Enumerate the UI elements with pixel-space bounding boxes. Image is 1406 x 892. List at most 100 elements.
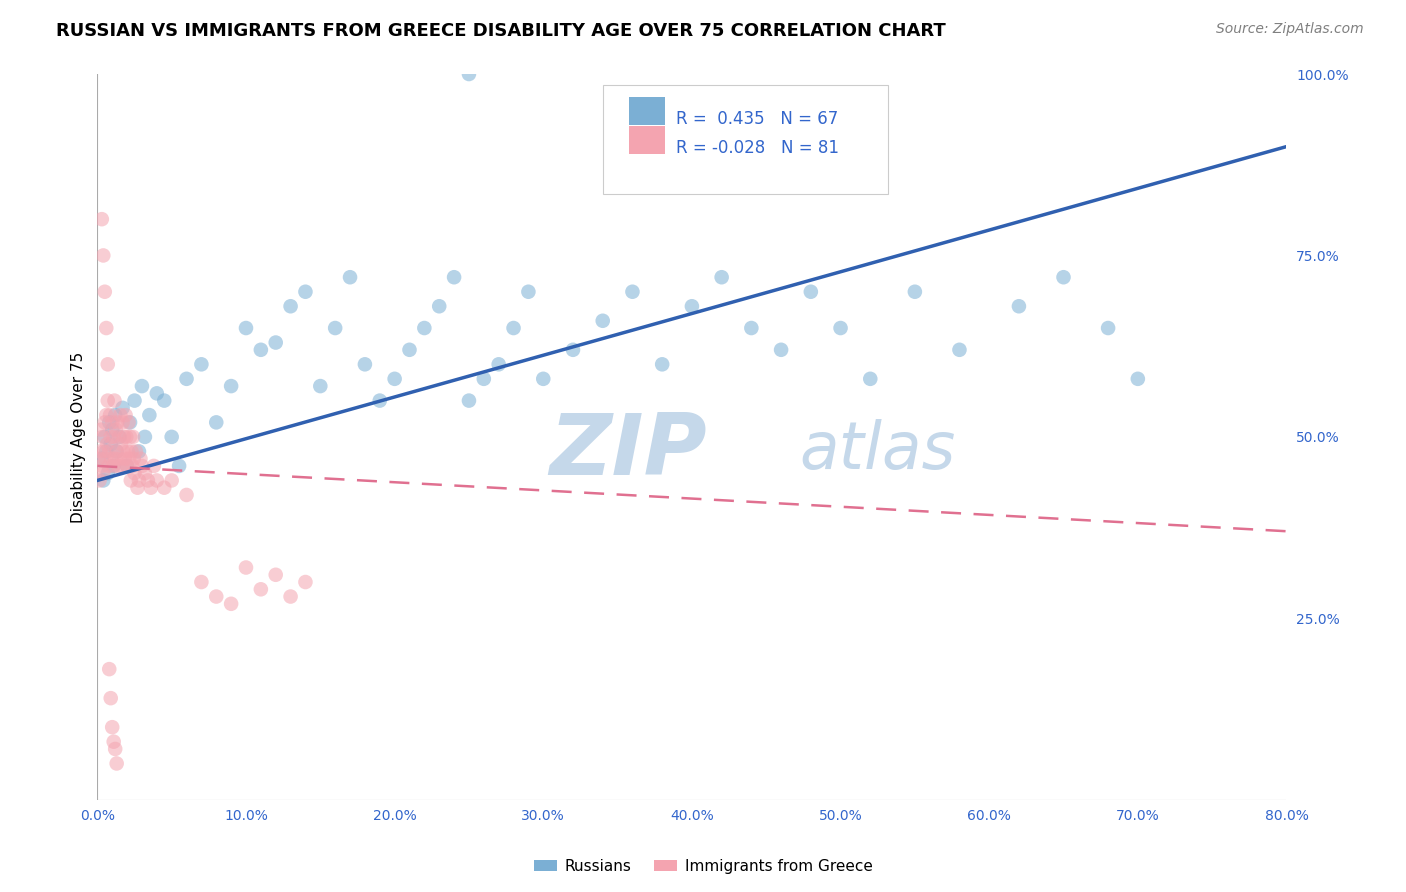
Point	[458, 67, 481, 81]
Point	[110, 408, 132, 422]
Point	[111, 401, 134, 415]
Point	[104, 423, 127, 437]
Point	[110, 437, 132, 451]
Point	[96, 408, 118, 422]
Point	[710, 270, 733, 285]
Point	[94, 285, 117, 299]
Point	[488, 357, 510, 371]
Point	[101, 458, 124, 473]
Point	[190, 357, 212, 371]
Point	[948, 343, 970, 357]
Point	[384, 372, 406, 386]
Point	[101, 720, 124, 734]
Point	[97, 357, 120, 371]
Legend: Russians, Immigrants from Greece: Russians, Immigrants from Greece	[527, 853, 879, 880]
Point	[103, 458, 125, 473]
Point	[97, 458, 120, 473]
Point	[93, 444, 115, 458]
Point	[1052, 270, 1074, 285]
Point	[101, 423, 124, 437]
Point	[91, 430, 114, 444]
Point	[103, 735, 125, 749]
Point	[94, 416, 117, 430]
Point	[134, 466, 156, 480]
Point	[115, 430, 138, 444]
Point	[128, 474, 150, 488]
Point	[97, 466, 120, 480]
Point	[1126, 372, 1149, 386]
Point	[219, 379, 242, 393]
Point	[117, 416, 139, 430]
Point	[91, 248, 114, 262]
Point	[146, 386, 169, 401]
Point	[107, 458, 129, 473]
Text: atlas: atlas	[799, 419, 955, 483]
Point	[91, 474, 114, 488]
Point	[129, 451, 152, 466]
Point	[176, 372, 198, 386]
Point	[111, 416, 134, 430]
Text: R = -0.028   N = 81: R = -0.028 N = 81	[676, 139, 839, 157]
Point	[98, 408, 121, 422]
Point	[264, 335, 287, 350]
Point	[122, 451, 145, 466]
Point	[458, 393, 481, 408]
Point	[104, 408, 127, 422]
Point	[96, 321, 118, 335]
Point	[100, 691, 122, 706]
Point	[280, 590, 302, 604]
Point	[131, 458, 153, 473]
Point	[472, 372, 495, 386]
Point	[105, 444, 128, 458]
Point	[118, 416, 141, 430]
Point	[413, 321, 436, 335]
Point	[124, 466, 146, 480]
Text: RUSSIAN VS IMMIGRANTS FROM GREECE DISABILITY AGE OVER 75 CORRELATION CHART: RUSSIAN VS IMMIGRANTS FROM GREECE DISABI…	[56, 22, 946, 40]
Point	[90, 212, 112, 227]
Point	[830, 321, 852, 335]
Point	[104, 742, 127, 756]
Point	[107, 416, 129, 430]
Point	[136, 474, 159, 488]
Text: R =  0.435   N = 67: R = 0.435 N = 67	[676, 111, 839, 128]
Point	[118, 430, 141, 444]
Point	[100, 437, 122, 451]
Point	[100, 430, 122, 444]
Point	[138, 408, 160, 422]
Point	[127, 481, 149, 495]
Point	[250, 582, 273, 597]
Point	[562, 343, 585, 357]
FancyBboxPatch shape	[603, 85, 889, 194]
Point	[96, 444, 118, 458]
Point	[101, 416, 124, 430]
Point	[190, 575, 212, 590]
Point	[368, 393, 391, 408]
Point	[264, 567, 287, 582]
Point	[111, 458, 134, 473]
Point	[105, 756, 128, 771]
Point	[153, 393, 176, 408]
Point	[904, 285, 927, 299]
Point	[517, 285, 540, 299]
Point	[354, 357, 377, 371]
Point	[205, 590, 228, 604]
Point	[98, 416, 121, 430]
FancyBboxPatch shape	[628, 126, 665, 153]
Text: Source: ZipAtlas.com: Source: ZipAtlas.com	[1216, 22, 1364, 37]
Point	[108, 430, 131, 444]
Point	[121, 458, 143, 473]
Point	[160, 474, 183, 488]
Point	[90, 451, 112, 466]
Point	[146, 474, 169, 488]
Point	[681, 299, 703, 313]
Point	[339, 270, 361, 285]
Text: ZIP: ZIP	[550, 410, 707, 493]
Point	[108, 430, 131, 444]
Point	[139, 481, 162, 495]
Point	[112, 444, 135, 458]
Point	[87, 451, 110, 466]
Point	[120, 474, 142, 488]
Point	[115, 458, 138, 473]
Point	[104, 451, 127, 466]
Point	[128, 444, 150, 458]
